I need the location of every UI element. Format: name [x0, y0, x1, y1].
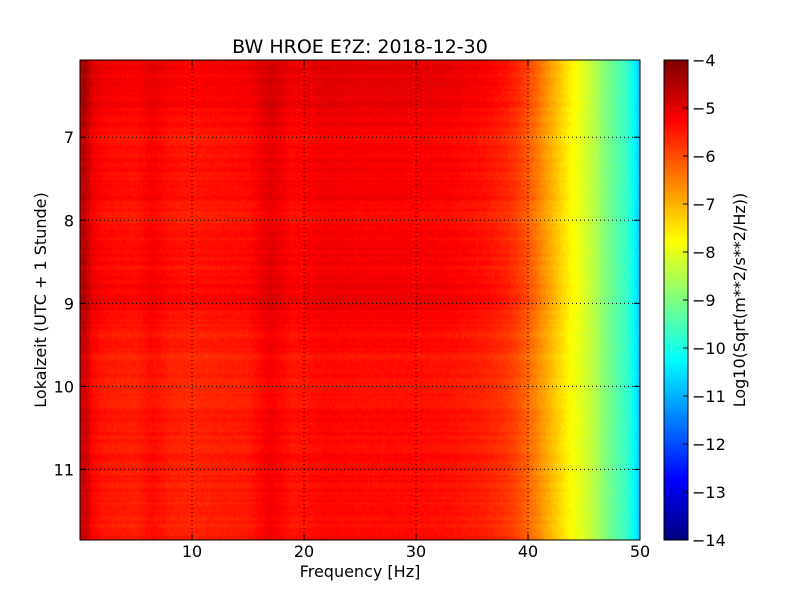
- x-tick-label: 30: [406, 542, 426, 561]
- y-tick-label: 10: [54, 377, 74, 396]
- y-axis-label: Lokalzeit (UTC + 1 Stunde): [31, 192, 50, 407]
- y-tick-label: 8: [64, 211, 74, 230]
- colorbar-ticks: −4 −5 −6 −7 −8 −9 −10 −11 −12 −13 −14: [683, 51, 726, 550]
- colorbar-tick-label: −4: [692, 51, 716, 70]
- colorbar-tick-label: −9: [692, 291, 716, 310]
- plot-area: 10 20 30 40 50 7 8 9 10 11: [54, 59, 650, 561]
- colorbar-tick-label: −13: [692, 483, 726, 502]
- colorbar-tick-label: −5: [692, 99, 716, 118]
- chart-title: BW HROE E?Z: 2018-12-30: [232, 36, 488, 58]
- y-tick-label: 9: [64, 294, 74, 313]
- x-tick-label: 50: [630, 542, 650, 561]
- colorbar-tick-label: −6: [692, 147, 716, 166]
- y-tick-label: 11: [54, 460, 74, 479]
- colorbar-tick-label: −11: [692, 387, 726, 406]
- x-axis-label: Frequency [Hz]: [300, 562, 421, 581]
- colorbar: −4 −5 −6 −7 −8 −9 −10 −11 −12 −13 −14 Log10(Sqrt(m…: [663, 51, 749, 550]
- x-tick-label: 10: [182, 542, 202, 561]
- colorbar-tick-label: −10: [692, 339, 726, 358]
- plot-border: [79, 59, 641, 541]
- spectrogram-heatmap: [80, 60, 640, 540]
- x-axis-ticks: 10 20 30 40 50: [182, 60, 650, 561]
- colorbar-label: Log10(Sqrt(m**2/s**2/Hz)): [730, 193, 749, 408]
- colorbar-tick-label: −8: [692, 243, 716, 262]
- x-tick-label: 40: [518, 542, 538, 561]
- x-tick-label: 20: [294, 542, 314, 561]
- colorbar-tick-label: −14: [692, 531, 726, 550]
- colorbar-tick-label: −7: [692, 195, 716, 214]
- y-axis-ticks: 7 8 9 10 11: [54, 128, 640, 479]
- y-tick-label: 7: [64, 128, 74, 147]
- colorbar-tick-label: −12: [692, 435, 726, 454]
- grid-lines: [80, 60, 640, 540]
